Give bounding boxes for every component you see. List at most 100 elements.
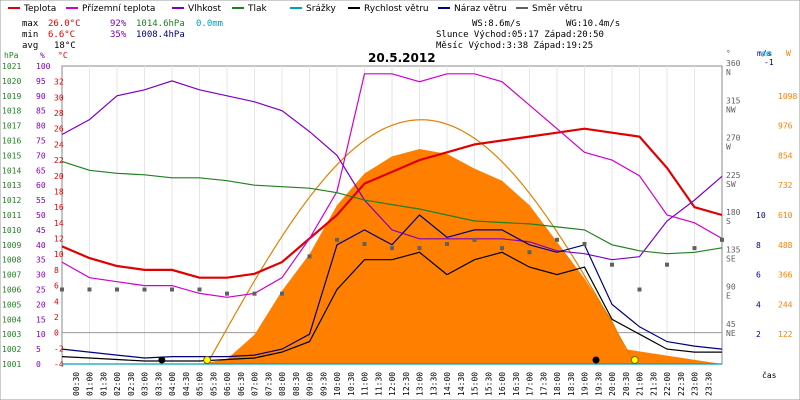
x-tick-18: 09:30	[319, 372, 328, 396]
series-line-3	[61, 160, 723, 255]
hum-tick-35: 35	[36, 256, 46, 265]
stat-max-rain: 0.0mm	[196, 19, 223, 29]
x-tick-32: 16:30	[512, 372, 521, 396]
wind-dir-point-23	[692, 246, 697, 251]
x-tick-36: 18:30	[567, 372, 576, 396]
wind-dir-point-9	[307, 254, 312, 259]
x-tick-7: 04:00	[168, 372, 177, 396]
x-tick-11: 06:00	[223, 372, 232, 396]
legend-label-1: Přízemní teplota	[82, 4, 155, 14]
axis-label-solar: W	[786, 49, 791, 58]
hum-tick-50: 50	[36, 211, 46, 220]
legend-label-6: Náraz větru	[454, 4, 507, 14]
x-tick-1: 01:00	[86, 372, 95, 396]
wind-dir-point-14	[445, 241, 449, 246]
solar-tick-732: 732	[778, 181, 793, 190]
wind-dir-point-16	[500, 246, 504, 251]
wind-dir-point-18	[555, 237, 559, 242]
x-tick-6: 03:30	[154, 372, 163, 396]
stat-max-temp: 26.0°C	[48, 19, 81, 29]
x-tick-38: 19:30	[594, 372, 603, 396]
temp-tick--2: -2	[54, 344, 64, 353]
dir-tick-deg-5: 135	[726, 245, 741, 254]
hpa-tick-1012: 1012	[2, 196, 21, 205]
hpa-tick-1011: 1011	[2, 211, 21, 220]
solar-tick-610: 610	[778, 211, 793, 220]
x-tick-39: 20:00	[608, 372, 617, 396]
x-tick-3: 02:00	[113, 372, 122, 396]
stat-avg-label: avg	[22, 41, 38, 51]
hpa-tick-1020: 1020	[2, 77, 21, 86]
dir-tick-name-6: E	[726, 292, 731, 301]
dir-tick-deg-6: 90	[726, 283, 736, 292]
hum-tick-25: 25	[36, 286, 46, 295]
hpa-tick-1009: 1009	[2, 241, 21, 250]
legend-label-2: Vlhkost	[188, 4, 221, 14]
x-tick-9: 05:00	[196, 372, 205, 396]
axis-label-hum: %	[40, 51, 45, 60]
temp-tick--4: -4	[54, 360, 64, 369]
wind-dir-point-17	[527, 250, 532, 255]
hpa-tick-1016: 1016	[2, 137, 21, 146]
hpa-tick-1013: 1013	[2, 181, 21, 190]
x-tick-16: 08:30	[292, 372, 301, 396]
x-tick-37: 19:00	[581, 372, 590, 396]
hum-tick-30: 30	[36, 271, 46, 280]
axis-label-dir: °	[726, 49, 731, 58]
x-tick-25: 13:00	[416, 372, 425, 396]
stats-block: max 26.0°C 92% 1014.6hPa 0.0mm min 6.6°C…	[22, 19, 620, 51]
stat-ws: WS:8.6m/s	[472, 19, 521, 29]
hum-tick-20: 20	[36, 300, 46, 309]
x-tick-44: 22:30	[677, 372, 686, 396]
hum-tick-5: 5	[36, 345, 41, 354]
dir-tick-deg-7: 45	[726, 320, 736, 329]
hpa-tick-1002: 1002	[2, 345, 21, 354]
temp-tick-30: 30	[54, 93, 64, 102]
series-line-2	[61, 80, 723, 261]
stat-moon: Měsíc Východ:3:38 Západ:19:25	[436, 41, 593, 51]
solar-tick-976: 976	[778, 122, 793, 131]
stat-max-press: 1014.6hPa	[136, 19, 185, 29]
wind-tick-10: 10	[756, 211, 766, 220]
hpa-tick-1004: 1004	[2, 315, 21, 324]
x-tick-40: 20:30	[622, 372, 631, 396]
hpa-tick-1021: 1021	[2, 62, 21, 71]
x-tick-13: 07:00	[251, 372, 260, 396]
wind-dir-point-2	[115, 287, 119, 292]
legend-label-4: Srážky	[306, 4, 337, 14]
stat-avg-temp: 18°C	[54, 41, 76, 51]
wind-dir-point-22	[665, 262, 669, 267]
x-tick-8: 04:30	[182, 372, 191, 396]
legend-label-7: Směr větru	[532, 4, 582, 14]
hum-tick-70: 70	[36, 151, 46, 160]
hum-tick-95: 95	[36, 77, 46, 86]
x-tick-17: 09:00	[306, 372, 315, 396]
hum-tick-0: 0	[36, 360, 41, 369]
hpa-tick-1006: 1006	[2, 286, 21, 295]
x-tick-46: 23:30	[704, 372, 713, 396]
temp-tick-22: 22	[54, 156, 64, 165]
x-tick-19: 10:00	[333, 372, 342, 396]
temp-tick-12: 12	[54, 235, 64, 244]
wind-dir-point-21	[637, 287, 642, 292]
legend-label-0: Teplota	[23, 4, 56, 14]
hpa-tick-1019: 1019	[2, 92, 21, 101]
x-tick-35: 18:00	[553, 372, 562, 396]
dir-tick-deg-1: 315	[726, 96, 741, 105]
stat-sun: Slunce Východ:05:17 Západ:20:50	[436, 30, 604, 40]
wind-tick-4: 4	[756, 300, 761, 309]
hum-tick-15: 15	[36, 315, 46, 324]
wind-dir-point-10	[335, 237, 339, 242]
x-tick-14: 07:30	[264, 372, 273, 396]
dir-tick-name-4: S	[726, 217, 731, 226]
dir-tick-name-5: SE	[726, 254, 736, 263]
wind-dir-point-12	[390, 246, 394, 251]
hum-tick-55: 55	[36, 196, 46, 205]
hum-tick-75: 75	[36, 137, 46, 146]
hum-tick-10: 10	[36, 330, 46, 339]
x-axis-label: čas	[762, 370, 777, 380]
wind-dir-point-11	[362, 241, 367, 246]
plot-area	[60, 65, 724, 365]
wind-dir-point-3	[142, 287, 147, 292]
